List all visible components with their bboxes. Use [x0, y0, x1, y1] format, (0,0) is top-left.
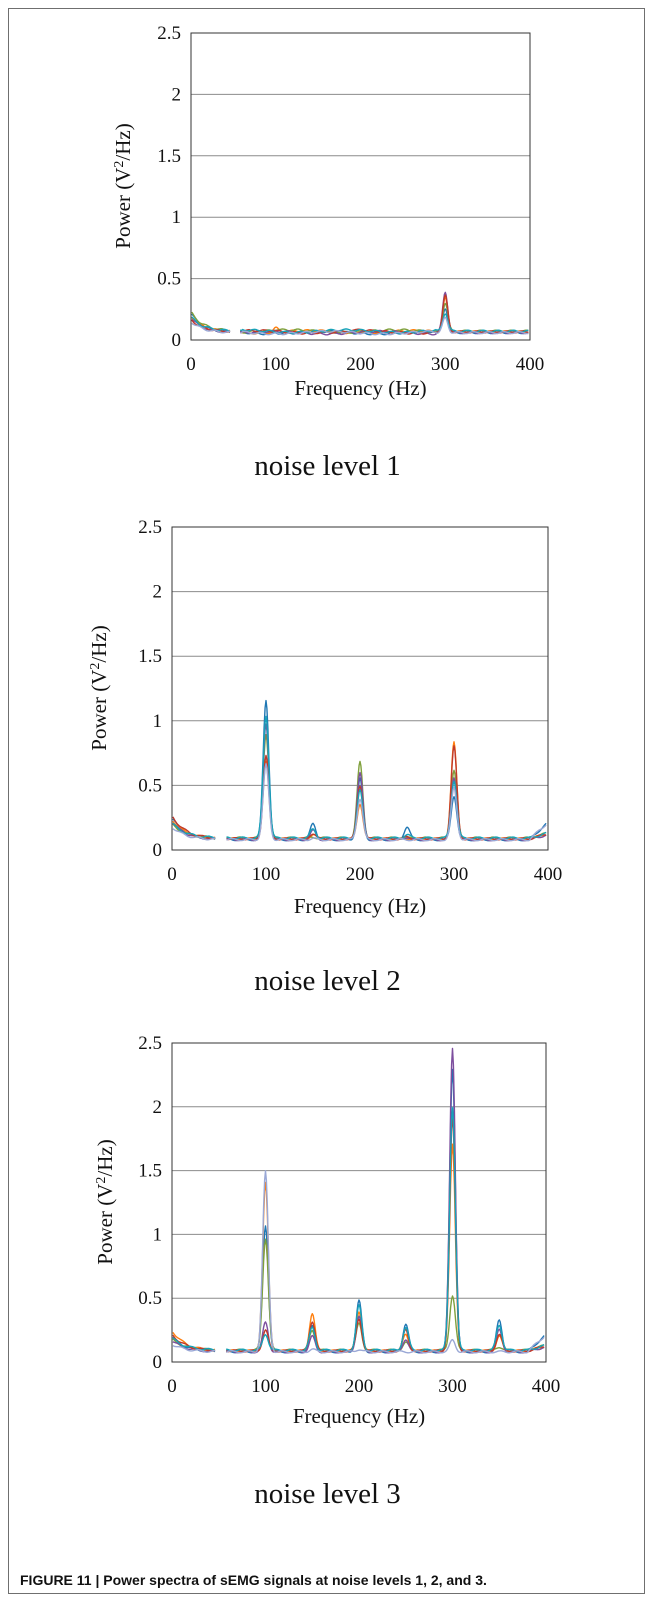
- y-tick-label: 0: [153, 1352, 163, 1373]
- y-axis-label: Power (V2/Hz): [111, 123, 135, 248]
- plot-area: [191, 33, 530, 340]
- series-line: [173, 701, 546, 841]
- series-line: [173, 1070, 544, 1353]
- x-tick-label: 200: [346, 354, 375, 375]
- y-tick-label: 1.5: [138, 646, 162, 667]
- x-axis-label: Frequency (Hz): [293, 1404, 425, 1428]
- y-tick-label: 0.5: [138, 775, 162, 796]
- x-tick-label: 100: [262, 354, 291, 375]
- y-tick-label: 2: [172, 84, 182, 105]
- y-axis-label: Power (V2/Hz): [93, 1139, 117, 1264]
- y-tick-label: 2.5: [157, 23, 181, 44]
- y-tick-label: 1.5: [157, 146, 181, 167]
- y-tick-label: 0: [172, 330, 182, 351]
- x-axis-label: Frequency (Hz): [294, 376, 426, 400]
- series-line: [192, 297, 529, 334]
- x-tick-label: 200: [346, 864, 375, 885]
- y-tick-label: 0.5: [157, 269, 181, 290]
- y-tick-label: 2.5: [138, 1033, 162, 1054]
- y-tick-label: 2.5: [138, 517, 162, 538]
- x-tick-label: 400: [532, 1376, 561, 1397]
- x-tick-label: 400: [534, 864, 563, 885]
- y-tick-label: 2: [153, 1097, 163, 1118]
- y-axis-label: Power (V2/Hz): [87, 625, 111, 750]
- x-tick-label: 0: [167, 864, 177, 885]
- y-tick-label: 0: [153, 840, 163, 861]
- panel-label-noise-level-2: noise level 2: [0, 965, 655, 998]
- panel-label-noise-level-1: noise level 1: [0, 450, 655, 483]
- x-tick-label: 100: [251, 1376, 280, 1397]
- x-tick-label: 400: [516, 354, 545, 375]
- y-tick-label: 1: [172, 207, 182, 228]
- x-tick-label: 300: [431, 354, 460, 375]
- x-tick-label: 0: [167, 1376, 177, 1397]
- plot-area: [172, 1043, 546, 1362]
- panel-label-noise-level-3: noise level 3: [0, 1478, 655, 1511]
- series-line: [173, 1239, 544, 1351]
- series-line: [192, 295, 529, 334]
- y-tick-label: 0.5: [138, 1288, 162, 1309]
- chart-noise-level-1: 0 0.5 1 1.5 2 2.5 0 100 200 300 400 Frequency (Hz) P…: [0, 0, 655, 430]
- x-tick-label: 100: [252, 864, 281, 885]
- y-tick-label: 1: [153, 711, 163, 732]
- x-axis-label: Frequency (Hz): [294, 894, 426, 918]
- plot-area: [172, 527, 548, 850]
- y-tick-label: 1.5: [138, 1161, 162, 1182]
- x-tick-label: 0: [186, 354, 196, 375]
- chart-noise-level-3: 0 0.5 1 1.5 2 2.5 0 100 200 300 400 Frequency (Hz) P…: [0, 1020, 655, 1450]
- series-line: [173, 1171, 544, 1353]
- figure-caption: FIGURE 11 | Power spectra of sEMG signal…: [20, 1572, 650, 1588]
- y-tick-label: 1: [153, 1224, 163, 1245]
- x-tick-label: 200: [345, 1376, 374, 1397]
- y-tick-label: 2: [153, 582, 163, 603]
- series-line: [192, 292, 529, 334]
- x-tick-label: 300: [438, 1376, 467, 1397]
- x-tick-label: 300: [440, 864, 469, 885]
- chart-noise-level-2: 0 0.5 1 1.5 2 2.5 0 100 200 300 400 Frequency (Hz) P…: [0, 500, 655, 930]
